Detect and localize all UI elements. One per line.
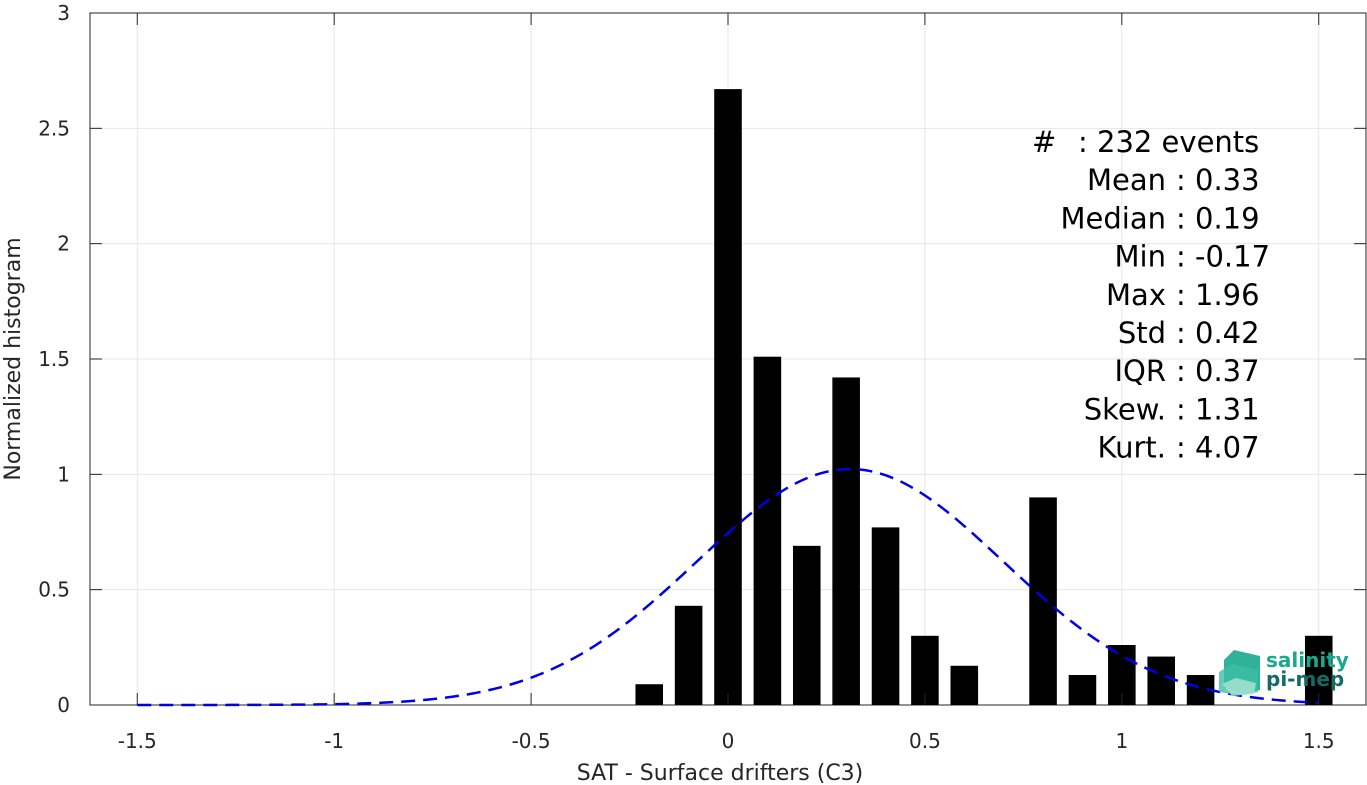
logo-text-salinity: salinity (1266, 648, 1349, 672)
histogram-bar (871, 527, 900, 705)
stat-label: IQR (1114, 354, 1166, 388)
stat-label: Std (1118, 316, 1166, 350)
stat-label: Median (1061, 201, 1166, 235)
histogram-bar (792, 545, 821, 705)
stat-label: Mean (1087, 163, 1166, 197)
histogram-bar (674, 605, 703, 705)
stat-value: : 0.19 (1176, 201, 1260, 235)
normal-fit-curve (137, 467, 1319, 707)
x-tick-label: -1.5 (118, 729, 157, 753)
y-tick-label: 1.5 (38, 347, 70, 371)
stat-value: : 1.96 (1176, 278, 1260, 312)
y-tick-labels: 0 0.5 1 1.5 2 2.5 3 (38, 1, 70, 717)
y-tick-label: 3 (57, 1, 70, 25)
stat-label: Max (1106, 278, 1166, 312)
stat-value: : 1.31 (1176, 392, 1260, 426)
x-tick-label: 1.5 (1303, 729, 1335, 753)
x-tick-label: 1 (1115, 729, 1128, 753)
stat-value: : 4.07 (1176, 431, 1260, 465)
y-tick-label: 0.5 (38, 578, 70, 602)
histogram-bar (753, 356, 782, 705)
stat-label: Kurt. (1098, 431, 1166, 465)
stat-value: : -0.17 (1176, 240, 1270, 274)
x-axis-label: SAT - Surface drifters (C3) (577, 761, 864, 785)
stat-label: Min (1115, 240, 1166, 274)
histogram-bar (714, 89, 742, 706)
stat-label: # (1032, 125, 1056, 159)
stat-value: : 0.42 (1176, 316, 1260, 350)
stat-label: Skew. (1084, 392, 1166, 426)
x-tick-label: -0.5 (512, 729, 551, 753)
histogram-bars (635, 89, 1333, 706)
histogram-bar (1029, 497, 1057, 705)
histogram-bar (1068, 675, 1097, 705)
logo-text-pi-mep: pi-mep (1266, 667, 1344, 691)
histogram-bar (832, 377, 860, 705)
histogram-bar (635, 684, 664, 705)
y-axis-label: Normalized histogram (1, 237, 26, 480)
stat-value: : 232 events (1078, 125, 1259, 159)
x-tick-labels: -1.5 -1 -0.5 0 0.5 1 1.5 (118, 729, 1335, 753)
stat-value: : 0.37 (1176, 354, 1260, 388)
x-tick-label: 0.5 (909, 729, 941, 753)
y-tick-label: 2 (57, 232, 70, 256)
x-tick-label: -1 (324, 729, 344, 753)
y-tick-label: 1 (57, 462, 70, 486)
y-tick-label: 2.5 (38, 116, 70, 140)
axis-ticks (90, 12, 1366, 706)
stat-value: : 0.33 (1176, 163, 1260, 197)
logo-wave-icon (1219, 650, 1260, 696)
statistics-box: # : 232 events Mean : 0.33 Median : 0.19 Min : … (1032, 125, 1270, 465)
y-tick-label: 0 (57, 693, 70, 717)
x-tick-label: 0 (722, 729, 735, 753)
histogram-bar (950, 665, 979, 705)
histogram-bar (1147, 656, 1175, 705)
salinity-pi-mep-logo: salinity pi-mep (1219, 648, 1349, 696)
